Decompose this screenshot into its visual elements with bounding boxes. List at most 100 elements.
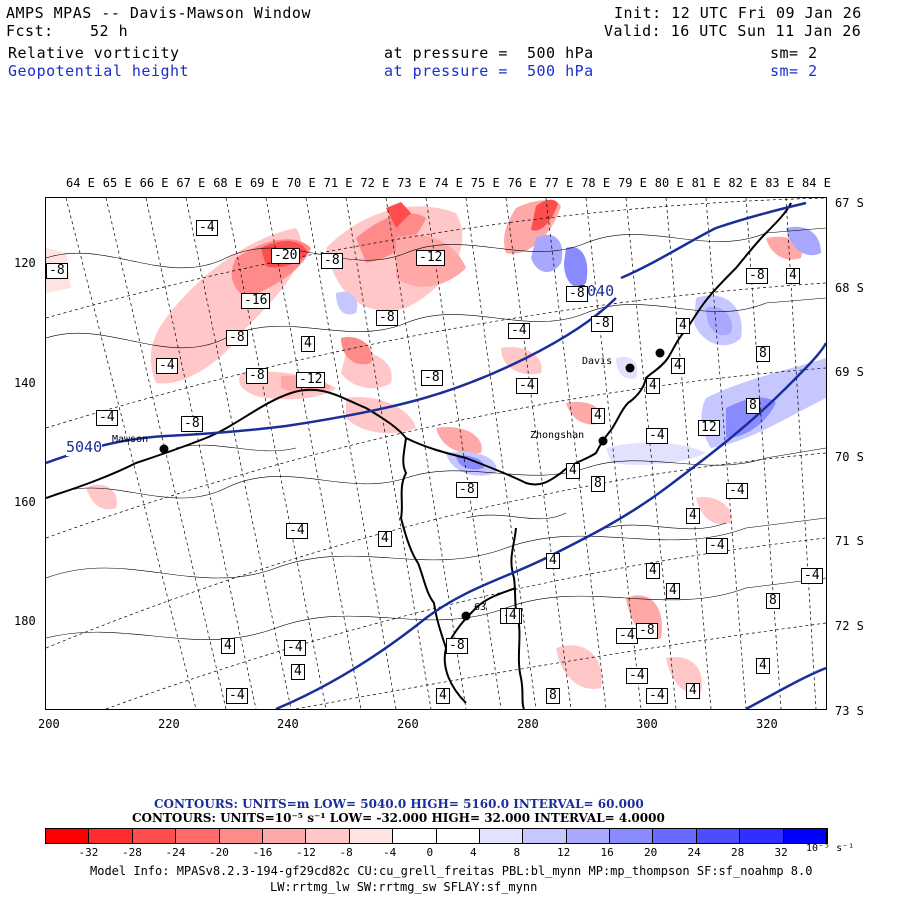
model-info-physics: LW:rrtmg_lw SW:rrtmg_sw SFLAY:sf_mynn <box>270 880 538 894</box>
contour-label: -8 <box>181 416 203 432</box>
contour-label: 8 <box>756 346 770 362</box>
colorbar-swatch <box>219 829 263 843</box>
contour-label: -8 <box>636 623 658 639</box>
contour-label: -4 <box>96 410 118 426</box>
station-marker <box>655 348 665 358</box>
init-time: Init: 12 UTC Fri 09 Jan 26 <box>614 4 862 22</box>
mawson-marker <box>159 444 169 454</box>
contour-label: -20 <box>271 248 301 264</box>
davis-marker <box>625 363 635 373</box>
vorticity-map: Mawson Davis Zhongshan 63 5040 5040 -4 -8… <box>45 197 827 710</box>
x-tick-label: 280 <box>517 717 539 731</box>
height-label: 5040 <box>66 438 103 456</box>
x-tick-label: 320 <box>756 717 778 731</box>
top-longitude-label: 72 E <box>360 176 390 190</box>
right-latitude-label: 68 S <box>835 280 864 295</box>
x-tick-label: 220 <box>158 717 180 731</box>
contour-label: -12 <box>296 372 326 388</box>
colorbar-tick: 0 <box>426 846 434 859</box>
plot-title: AMPS MPAS -- Davis-Mawson Window <box>6 4 311 22</box>
contour-label: -4 <box>616 628 638 644</box>
contour-label: -8 <box>421 370 443 386</box>
top-longitude-label: 79 E <box>618 176 647 190</box>
top-longitude-label: 67 E <box>176 176 206 190</box>
station-63-marker <box>461 611 471 621</box>
top-longitude-label: 78 E <box>581 176 611 190</box>
station-label-davis: Davis <box>582 356 613 367</box>
station-markers <box>159 348 665 621</box>
top-longitude-label: 76 E <box>507 176 537 190</box>
colorbar-swatch <box>479 829 524 843</box>
contour-label: 4 <box>506 608 520 624</box>
colorbar-swatch <box>566 829 611 843</box>
zhongshan-marker <box>598 436 608 446</box>
contour-label: 12 <box>698 420 720 436</box>
colorbar-tick: 28 <box>731 846 745 859</box>
top-longitude-label: 65 E <box>102 176 132 190</box>
top-longitude-label: 82 E <box>728 176 758 190</box>
x-tick-label: 300 <box>636 717 658 731</box>
contour-label: 4 <box>566 463 580 479</box>
colorbar-swatch <box>176 829 220 843</box>
contour-label: -4 <box>156 358 178 374</box>
colorbar-swatch <box>393 829 437 843</box>
contour-label: -4 <box>646 688 668 704</box>
contour-label: 4 <box>301 336 315 352</box>
colorbar-swatch <box>783 829 828 843</box>
x-tick-label: 240 <box>277 717 299 731</box>
contour-label: -8 <box>446 638 468 654</box>
field2-name: Geopotential height <box>8 62 190 80</box>
map-canvas <box>46 198 826 709</box>
colorbar-swatch <box>89 829 133 843</box>
y-tick-label: 140 <box>14 376 36 390</box>
colorbar-swatch <box>696 829 741 843</box>
height-contour-legend: CONTOURS: UNITS=m LOW= 5040.0 HIGH= 5160… <box>154 797 644 811</box>
valid-time: Valid: 16 UTC Sun 11 Jan 26 <box>604 22 862 40</box>
contour-label: -4 <box>284 640 306 656</box>
station-label-63: 63 <box>474 602 487 613</box>
contour-label: -4 <box>516 378 538 394</box>
y-tick-label: 180 <box>14 614 36 628</box>
contour-label: 4 <box>756 658 770 674</box>
contour-label: 4 <box>546 553 560 569</box>
contour-label: 4 <box>646 378 660 394</box>
contour-label: -8 <box>46 263 68 279</box>
colorbar-tick: -20 <box>209 846 229 859</box>
station-label-zhongshan: Zhongshan <box>530 430 585 441</box>
contour-label: -8 <box>566 286 588 302</box>
contour-label: 4 <box>671 358 685 374</box>
contour-label: 4 <box>686 508 700 524</box>
contour-label: -8 <box>456 482 478 498</box>
colorbar-tick: 8 <box>513 846 521 859</box>
contour-label: -4 <box>286 523 308 539</box>
station-label-mawson: Mawson <box>112 434 149 445</box>
colorbar-swatch <box>523 829 567 843</box>
contour-label: -4 <box>646 428 668 444</box>
colorbar-tick: 24 <box>687 846 701 859</box>
graticule <box>46 198 826 709</box>
colorbar-tick: -28 <box>122 846 142 859</box>
colorbar-swatch <box>740 829 784 843</box>
top-longitude-label: 74 E <box>434 176 463 190</box>
field1-smoothing: sm= 2 <box>770 44 818 62</box>
contour-label: -4 <box>626 668 648 684</box>
contour-label: -4 <box>508 323 530 339</box>
contour-label: -12 <box>416 250 446 266</box>
positive-vorticity-shading <box>336 226 826 476</box>
colorbar-tick: -16 <box>252 846 273 859</box>
contour-label: 4 <box>591 408 605 424</box>
colorbar-swatch <box>262 829 307 843</box>
colorbar-swatch <box>610 829 654 843</box>
right-latitude-label: 73 S <box>835 703 864 718</box>
vorticity-contours <box>46 227 826 640</box>
contour-label: -8 <box>746 268 768 284</box>
contour-label: 4 <box>786 268 800 284</box>
x-tick-label: 260 <box>397 717 419 731</box>
contour-label: 4 <box>686 683 700 699</box>
contour-label: -4 <box>726 483 748 499</box>
contour-label: 4 <box>676 318 690 334</box>
right-latitude-label: 71 S <box>835 534 864 549</box>
right-latitude-label: 67 S <box>835 196 864 210</box>
x-tick-label: 200 <box>38 717 60 731</box>
forecast-label: Fcst: <box>6 22 54 40</box>
